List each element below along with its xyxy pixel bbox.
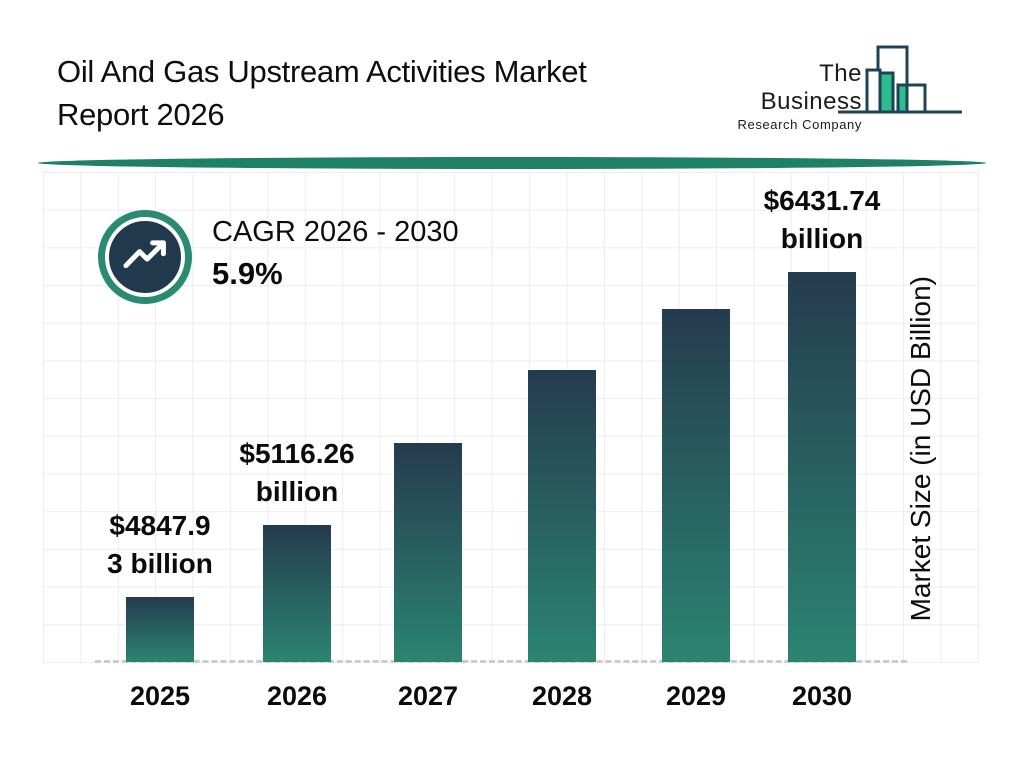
x-axis-label-2030: 2030	[791, 681, 853, 711]
trending-up-icon	[123, 240, 166, 269]
x-axis-label-2028: 2028	[531, 681, 593, 711]
company-logo: The Business Research Company	[712, 30, 1002, 132]
bar-2027	[394, 443, 462, 662]
bar-2026	[263, 525, 331, 662]
x-axis-label-2025: 2025	[129, 681, 191, 711]
bar-2030	[788, 272, 856, 662]
value-label-2025: $4847.9 3 billion	[107, 510, 213, 579]
logo-bars-icon	[838, 45, 962, 114]
x-axis-label-2029: 2029	[665, 681, 727, 711]
page-title: Oil And Gas Upstream Activities Market R…	[57, 50, 587, 136]
cagr-value: 5.9%	[212, 256, 283, 291]
x-axis-label-2027: 2027	[397, 681, 459, 711]
cagr-label: CAGR 2026 - 2030	[212, 216, 459, 248]
value-label-2030: $6431.74 billion	[763, 185, 881, 254]
cagr-badge	[98, 210, 192, 304]
cagr-badge-inner	[105, 217, 185, 297]
cagr-text-block: CAGR 2026 - 2030 5.9%	[212, 216, 459, 292]
bar-2028	[528, 370, 596, 662]
x-axis-label-2026: 2026	[266, 681, 328, 711]
page-title-line2: Report 2026	[57, 97, 225, 132]
bar-2025	[126, 597, 194, 662]
value-label-2026: $5116.26 billion	[239, 438, 355, 507]
page-title-line1: Oil And Gas Upstream Activities Market	[57, 54, 587, 89]
chart-baseline	[95, 660, 907, 663]
section-divider	[38, 157, 986, 169]
logo-company-subtitle: Research Company	[737, 117, 862, 132]
bar-2029	[662, 309, 730, 662]
y-axis-label: Market Size (in USD Billion)	[905, 276, 936, 622]
